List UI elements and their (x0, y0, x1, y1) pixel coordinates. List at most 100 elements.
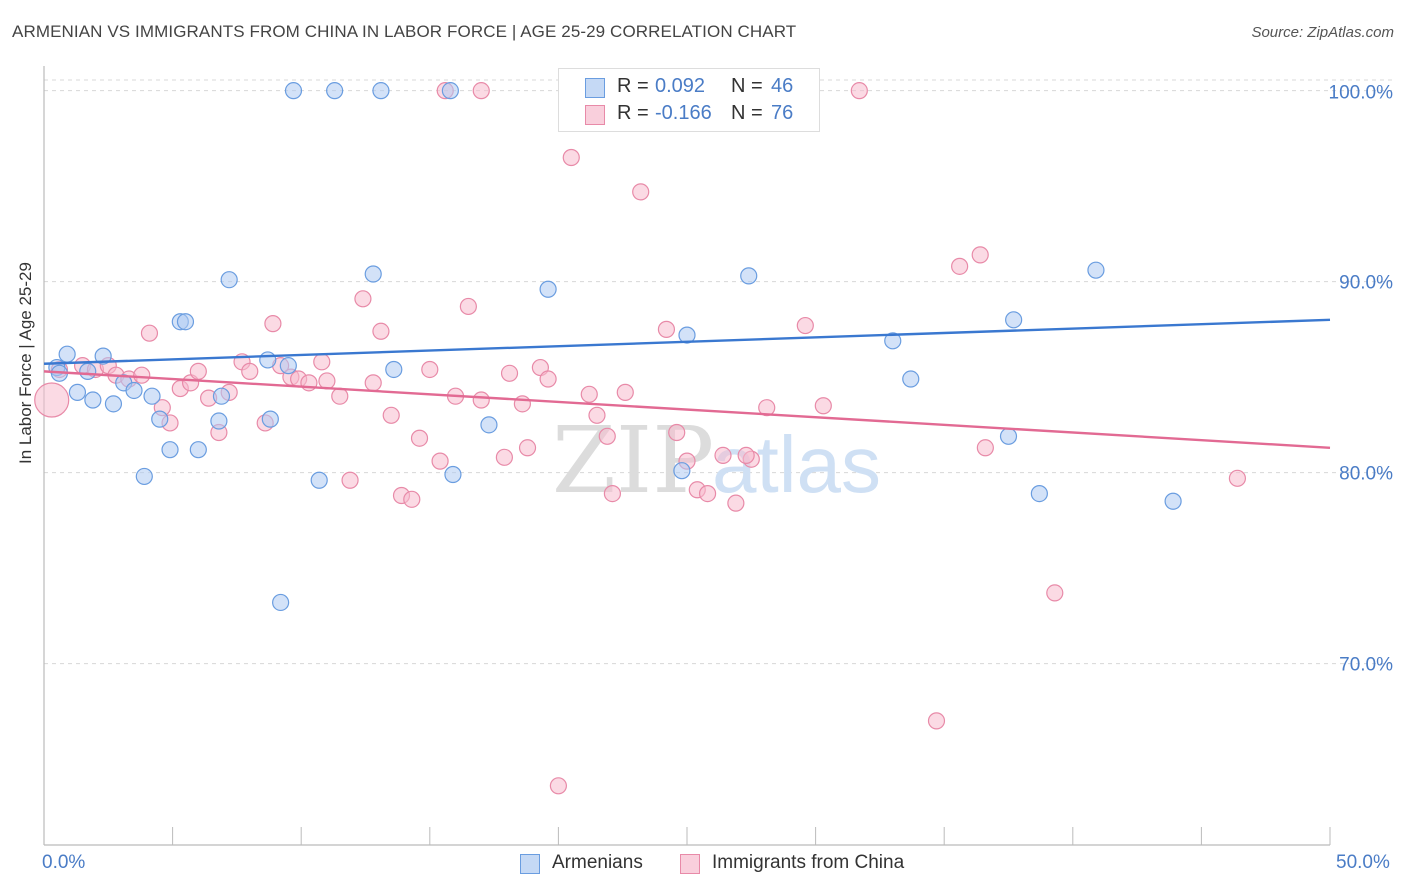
armenian-point (372, 82, 390, 100)
china-point (698, 485, 717, 503)
china-point (241, 362, 259, 380)
china-point (588, 406, 606, 424)
y-tick-label: 90.0% (1339, 273, 1393, 294)
chart-title: ARMENIAN VS IMMIGRANTS FROM CHINA IN LAB… (12, 22, 797, 41)
armenian-point (364, 265, 382, 283)
armenian-point (673, 462, 691, 480)
china-point (951, 257, 969, 275)
legend-r-label: R = (617, 75, 649, 97)
china-point (562, 148, 580, 167)
china-point (459, 297, 477, 316)
armenian-point (151, 410, 169, 428)
armenian-point (212, 387, 231, 405)
armenian-point (135, 467, 153, 486)
axes (43, 66, 1331, 846)
china-trend-line (43, 370, 1331, 449)
armenian-point (284, 82, 303, 100)
armenians-points (48, 82, 1182, 612)
armenian-point (189, 441, 207, 459)
x-tick-min: 0.0% (42, 852, 86, 873)
armenian-point (480, 416, 498, 434)
legend-swatch-armenians (520, 854, 540, 874)
china-point (580, 385, 598, 403)
y-tick-label: 100.0% (1329, 83, 1394, 104)
china-point (539, 370, 557, 388)
legend-row-china: R = -0.166 N = 76 (559, 102, 817, 128)
china-point (189, 362, 207, 380)
armenian-point (261, 410, 279, 428)
china-point (616, 383, 634, 401)
china-point (513, 395, 531, 413)
x-tick-max: 50.0% (1336, 852, 1390, 873)
armenian-point (125, 381, 143, 400)
china-point (1228, 469, 1247, 487)
y-tick-label: 70.0% (1339, 655, 1393, 676)
armenian-point (143, 387, 161, 405)
armenian-point (279, 357, 297, 375)
china-point (850, 82, 868, 100)
armenian-point (1005, 311, 1023, 329)
china-point (598, 427, 616, 445)
legend-label-china: Immigrants from China (712, 852, 905, 873)
armenian-point (68, 383, 87, 401)
legend-r-value: 0.092 (655, 75, 706, 97)
china-point (1046, 584, 1064, 602)
china-point (549, 777, 568, 795)
armenian-point (161, 441, 179, 459)
armenian-point (104, 395, 123, 413)
armenian-point (94, 347, 112, 365)
china-point (727, 494, 745, 512)
china-point (758, 399, 776, 417)
armenian-point (210, 412, 228, 430)
legend-n-label: N = (731, 75, 763, 97)
china-point (264, 315, 282, 333)
china-point (331, 387, 349, 405)
source-credit: Source: ZipAtlas.com (1251, 24, 1394, 41)
china-point (354, 290, 372, 308)
y-axis-label: In Labor Force | Age 25-29 (16, 262, 35, 464)
armenian-point (999, 427, 1018, 445)
legend-n-value: 76 (771, 102, 794, 124)
china-point (927, 712, 946, 730)
watermark: ZIP atlas (552, 407, 881, 514)
armenian-point (678, 326, 696, 344)
legend-row-armenians: R = 0.092 N = 46 (559, 75, 817, 101)
trend-lines (43, 318, 1331, 449)
china-point (495, 448, 513, 466)
china-point (133, 366, 151, 384)
china-point (341, 471, 359, 489)
armenian-point (259, 351, 277, 369)
china-point (34, 382, 70, 418)
armenian-point (884, 332, 902, 350)
china-point (403, 490, 421, 508)
china-point (976, 439, 994, 457)
legend-n-value: 46 (771, 75, 794, 97)
y-tick-label: 80.0% (1339, 464, 1393, 485)
armenian-point (902, 370, 920, 388)
china-point (421, 360, 439, 379)
china-point (668, 423, 686, 442)
armenian-point (539, 280, 557, 298)
legend-r-label: R = (617, 102, 649, 124)
armenian-point (385, 360, 403, 379)
china-point (410, 429, 429, 447)
armenian-point (79, 362, 97, 380)
armenian-point (740, 267, 758, 285)
correlation-legend: R = 0.092 N = 46 R = -0.166 N = 76 (558, 68, 820, 132)
china-point (382, 406, 400, 424)
legend-swatch-pink (585, 105, 605, 125)
china-point (364, 374, 382, 392)
china-point (140, 324, 159, 342)
armenian-point (1164, 492, 1182, 510)
armenian-point (176, 313, 195, 331)
armenian-point (84, 391, 102, 409)
armenian-point (444, 465, 462, 484)
armenian-point (441, 82, 459, 100)
legend-r-value: -0.166 (655, 102, 712, 124)
china-point (737, 446, 755, 465)
legend-swatch-china (680, 854, 700, 874)
y-tick-labels: 100.0% 90.0% 80.0% 70.0% (1329, 83, 1394, 676)
china-point (318, 372, 336, 390)
china-point (796, 316, 814, 335)
